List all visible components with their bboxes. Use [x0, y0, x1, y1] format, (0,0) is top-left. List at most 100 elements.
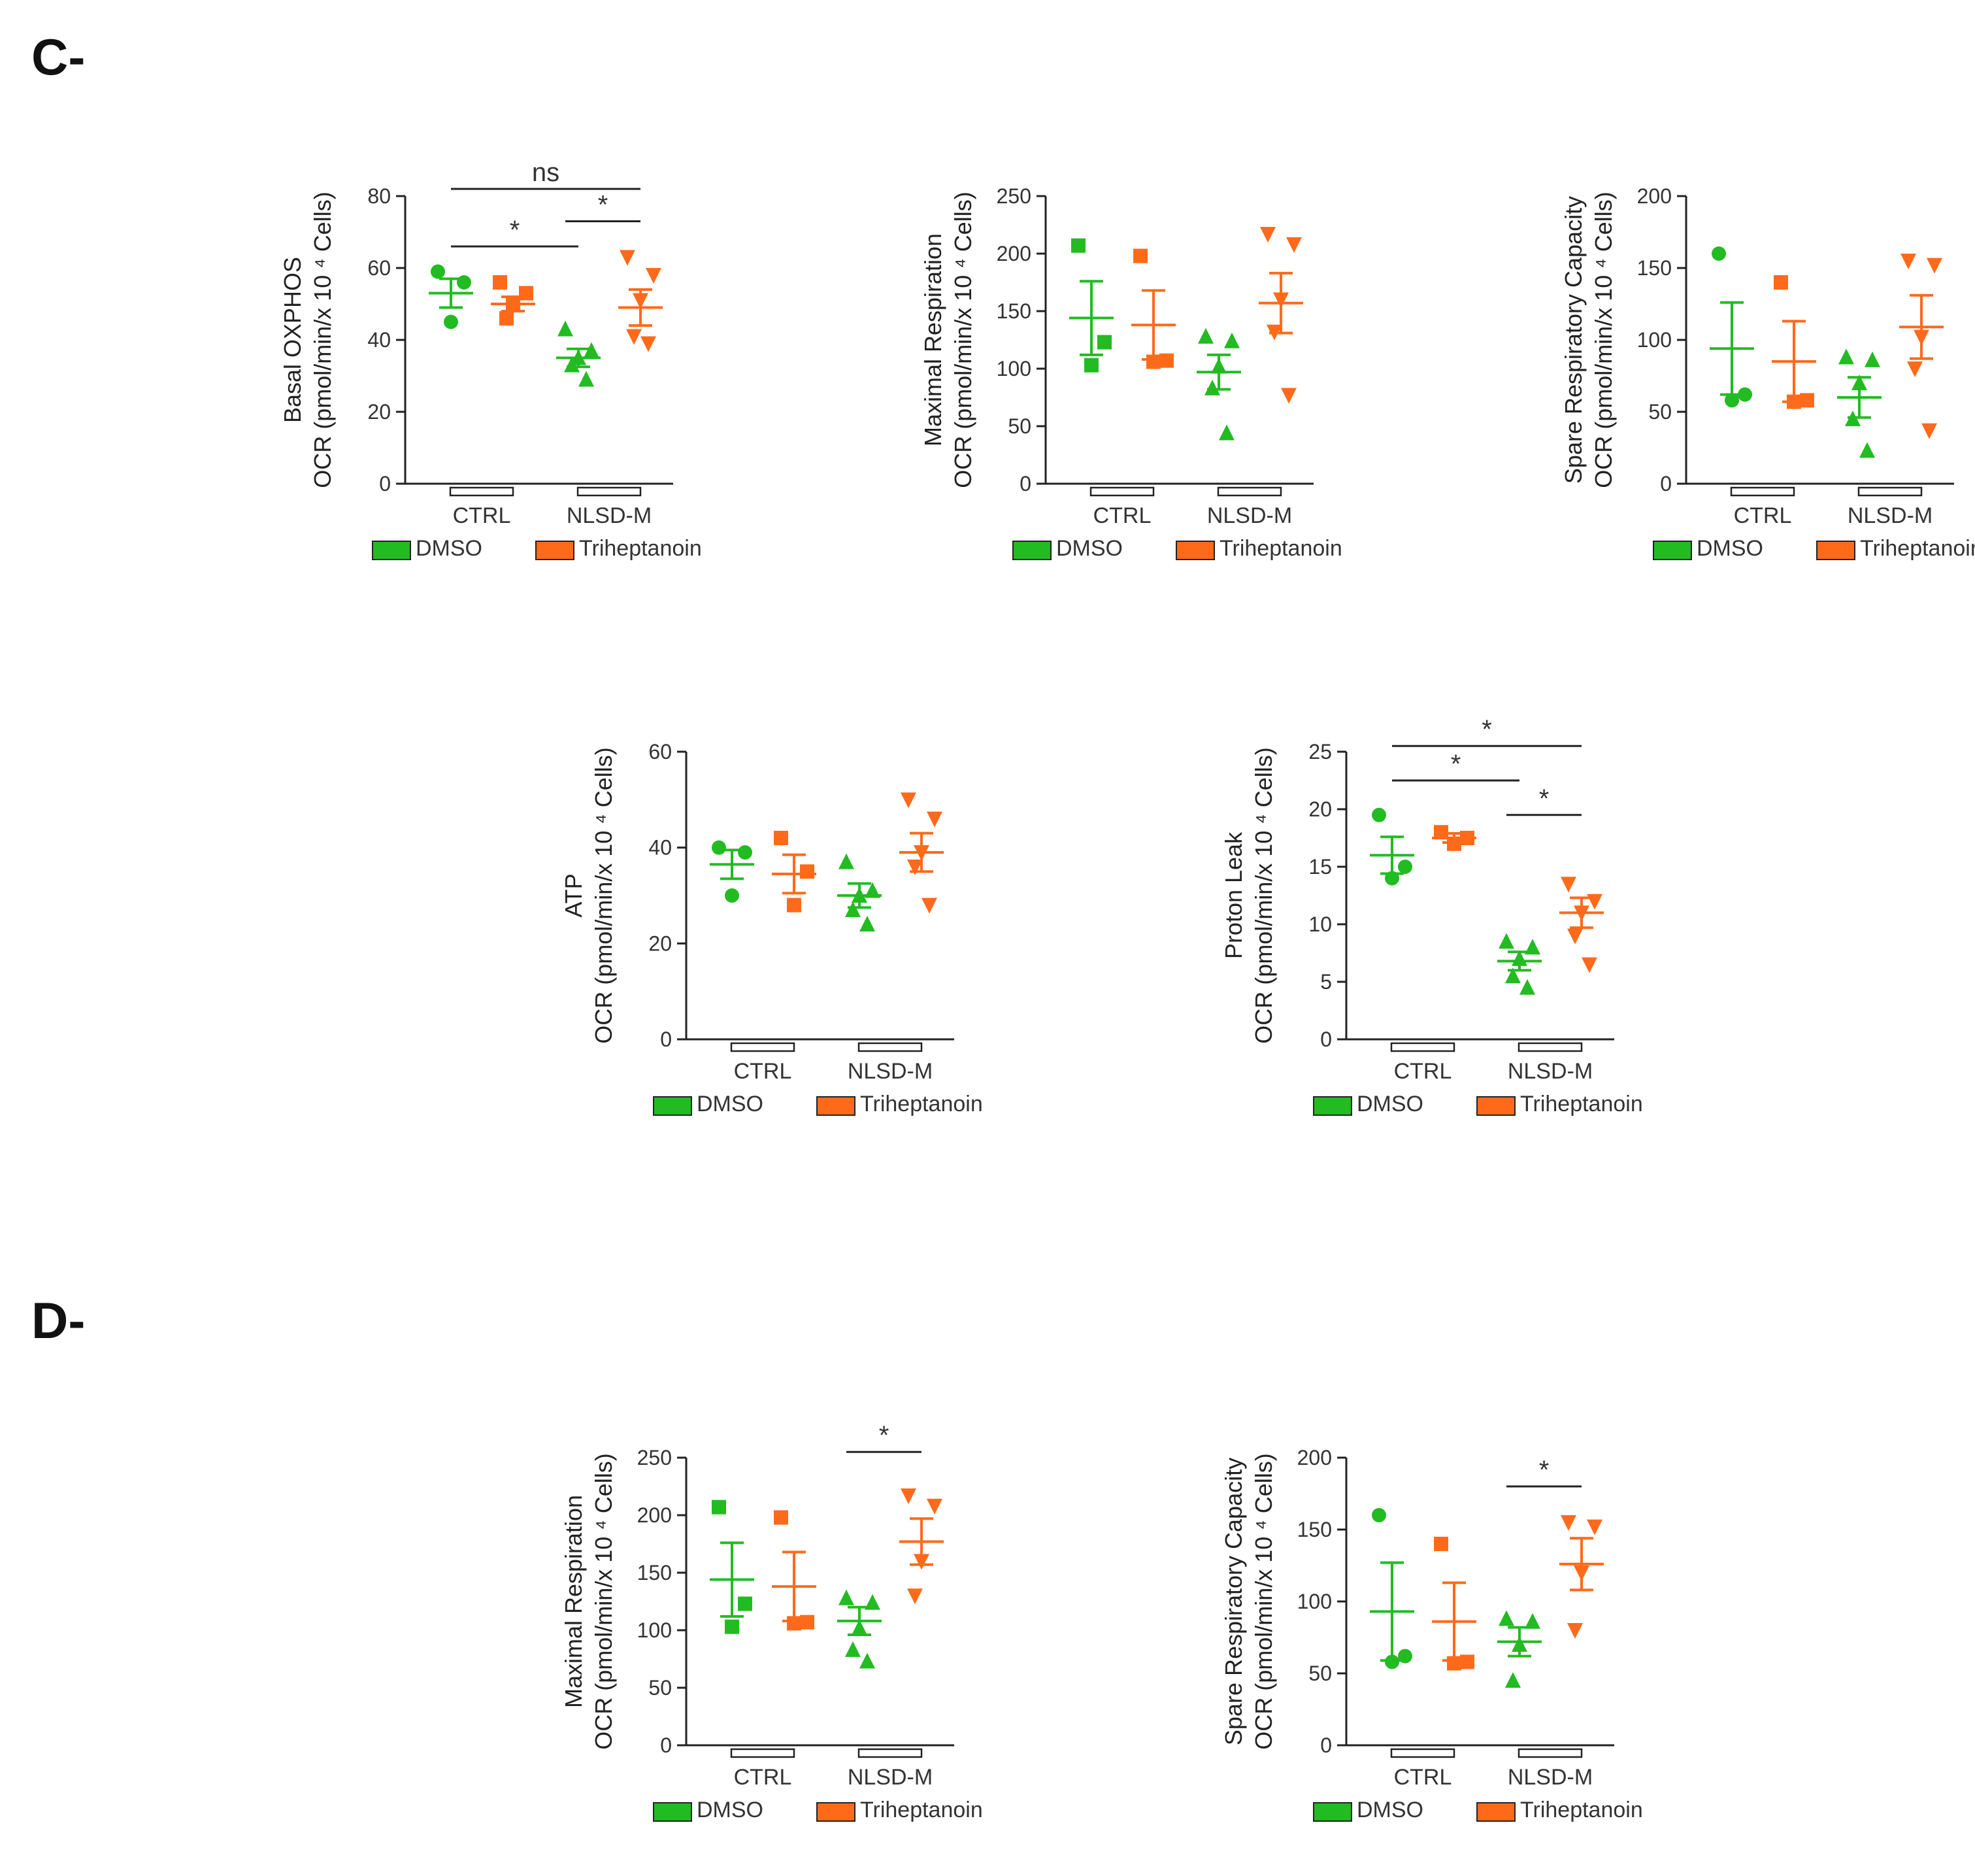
data-point	[800, 1615, 814, 1630]
data-point	[838, 853, 854, 869]
data-point	[1512, 950, 1527, 966]
x-category-label: CTRL	[1093, 503, 1152, 528]
chart-panel-d-spare-respiratory-capacity: Spare Respiratory Capacity OCR (pmol/min/…	[1216, 1386, 1673, 1876]
x-category-label: CTRL	[453, 503, 511, 528]
data-point	[738, 1596, 752, 1611]
data-point	[865, 1594, 880, 1610]
data-point	[1921, 423, 1937, 439]
y-axis-title: Spare Respiratory Capacity	[1560, 196, 1587, 484]
data-point	[1859, 442, 1875, 458]
data-point	[1712, 246, 1726, 261]
category-bracket	[1390, 1748, 1455, 1758]
category-bracket	[1390, 1042, 1455, 1052]
data-point	[1900, 254, 1916, 269]
data-point	[1460, 831, 1474, 845]
y-tick-label: 0	[660, 1734, 672, 1757]
legend-swatch	[1476, 1096, 1516, 1116]
chart-svg: Maximal Respiration OCR (pmol/min/x 10 ⁴ …	[920, 184, 1342, 561]
y-tick-label: 50	[648, 1676, 672, 1700]
data-point	[1281, 388, 1297, 404]
y-tick-label: 0	[379, 472, 391, 495]
data-point	[901, 1488, 916, 1505]
y-tick-label: 150	[1637, 256, 1672, 280]
y-tick-label: 200	[1297, 1446, 1332, 1469]
significance-label: *	[1451, 750, 1461, 779]
data-point	[725, 888, 739, 903]
y-tick-label: 25	[1308, 740, 1332, 763]
significance-label: *	[510, 216, 520, 244]
data-point	[1561, 877, 1576, 893]
data-point	[457, 275, 471, 290]
y-tick-label: 150	[637, 1561, 672, 1584]
y-axis-title: Maximal Respiration	[920, 233, 946, 446]
category-bracket	[1730, 486, 1795, 497]
data-point	[499, 311, 514, 326]
data-point	[800, 864, 814, 879]
data-point	[578, 371, 594, 387]
data-point	[1927, 258, 1942, 274]
x-category-label: NLSD-M	[567, 503, 652, 528]
data-point	[712, 840, 726, 855]
data-point	[1505, 1672, 1521, 1688]
data-point	[1525, 1613, 1540, 1629]
data-point	[646, 268, 661, 284]
y-axis-units: OCR (pmol/min/x 10 ⁴ Cells)	[1250, 747, 1277, 1044]
legend-swatch	[1313, 1096, 1352, 1116]
data-point	[787, 897, 801, 913]
data-point	[725, 1619, 739, 1634]
data-point	[865, 882, 880, 898]
y-tick-label: 0	[1320, 1028, 1332, 1051]
category-bracket	[857, 1042, 923, 1052]
data-point	[1133, 248, 1148, 263]
legend-swatch	[1313, 1802, 1352, 1822]
data-point	[1071, 238, 1086, 253]
data-point	[1219, 424, 1235, 441]
data-point	[1447, 836, 1461, 851]
y-tick-label: 0	[1320, 1734, 1332, 1757]
data-point	[927, 811, 942, 828]
category-bracket	[1857, 486, 1923, 497]
category-bracket	[1217, 486, 1282, 497]
data-point	[1385, 1654, 1399, 1669]
data-point	[1273, 292, 1289, 309]
y-tick-label: 150	[1297, 1518, 1332, 1541]
y-tick-label: 40	[648, 836, 672, 860]
y-tick-label: 50	[1648, 400, 1672, 424]
data-point	[620, 250, 635, 266]
data-point	[1914, 329, 1929, 346]
y-tick-label: 200	[637, 1503, 672, 1527]
legend-swatch	[535, 541, 574, 560]
data-point	[626, 329, 642, 345]
data-point	[774, 831, 788, 845]
y-axis-units: OCR (pmol/min/x 10 ⁴ Cells)	[309, 192, 336, 488]
section-d-label: D-	[31, 1292, 86, 1349]
data-point	[1398, 1649, 1412, 1664]
y-tick-label: 0	[660, 1028, 672, 1051]
data-point	[859, 1652, 875, 1669]
data-point	[1519, 979, 1535, 995]
y-tick-label: 40	[367, 328, 391, 352]
data-point	[506, 297, 520, 311]
significance-label: *	[598, 191, 608, 220]
data-point	[1398, 860, 1412, 874]
y-tick-label: 200	[997, 242, 1031, 265]
significance-label: *	[1482, 715, 1492, 744]
y-tick-label: 80	[367, 184, 391, 208]
legend-swatch	[1012, 541, 1052, 560]
y-tick-label: 60	[367, 256, 391, 280]
y-axis-units: OCR (pmol/min/x 10 ⁴ Cells)	[590, 747, 617, 1044]
legend-swatch	[816, 1096, 855, 1116]
data-point	[1587, 894, 1602, 910]
legend-label: Triheptanoin	[860, 1798, 983, 1822]
y-axis-units: OCR (pmol/min/x 10 ⁴ Cells)	[590, 1453, 617, 1750]
chart-panel-basal-oxphos: Basal OXPHOS OCR (pmol/min/x 10 ⁴ Cells) 0…	[274, 124, 732, 614]
data-point	[845, 901, 861, 917]
y-axis-units: OCR (pmol/min/x 10 ⁴ Cells)	[1250, 1453, 1277, 1750]
data-point	[901, 792, 916, 809]
legend-swatch	[372, 541, 411, 560]
data-point	[838, 1589, 854, 1605]
data-point	[914, 845, 929, 861]
data-point	[444, 314, 458, 329]
y-tick-label: 100	[997, 357, 1031, 380]
legend-swatch	[1816, 541, 1855, 560]
